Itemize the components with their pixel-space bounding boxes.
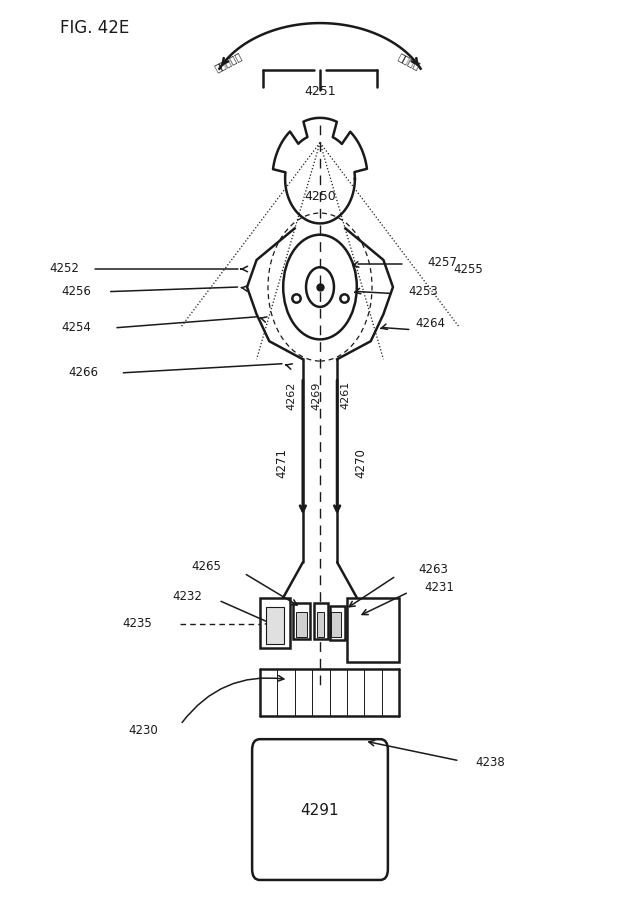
Bar	[314, 603, 328, 639]
Text: 反時計回り: 反時計回り	[212, 50, 243, 73]
Text: 4235: 4235	[122, 617, 152, 630]
Text: 4256: 4256	[61, 285, 92, 298]
Bar	[296, 612, 307, 637]
Bar	[293, 603, 310, 639]
Text: 4265: 4265	[192, 560, 221, 573]
Text: FIG. 42E: FIG. 42E	[60, 19, 129, 37]
Text: 4291: 4291	[301, 803, 339, 818]
Text: 時計回り: 時計回り	[396, 52, 422, 72]
Text: 4253: 4253	[409, 285, 438, 298]
Text: 4269: 4269	[312, 381, 322, 410]
Text: 4254: 4254	[61, 321, 92, 334]
Bar	[260, 598, 290, 648]
Text: 4251: 4251	[304, 84, 336, 98]
Bar	[347, 598, 399, 662]
Text: 4238: 4238	[476, 756, 505, 769]
Text: 4257: 4257	[428, 256, 458, 269]
Text: 4266: 4266	[68, 366, 98, 380]
Text: 4252: 4252	[49, 262, 79, 275]
Text: 4230: 4230	[129, 724, 158, 736]
Text: 4250: 4250	[304, 191, 336, 203]
Bar	[332, 612, 341, 637]
Text: 4261: 4261	[340, 381, 350, 410]
Bar	[317, 612, 324, 637]
Text: 4232: 4232	[173, 590, 203, 603]
Bar	[266, 607, 284, 644]
Bar	[330, 606, 345, 640]
Text: 4270: 4270	[355, 448, 368, 478]
Text: 4255: 4255	[453, 263, 483, 276]
Text: 4271: 4271	[275, 448, 289, 478]
FancyBboxPatch shape	[252, 739, 388, 880]
Text: 4231: 4231	[425, 581, 454, 594]
Text: 4263: 4263	[419, 563, 448, 576]
Text: 4262: 4262	[287, 381, 296, 410]
Text: 4264: 4264	[415, 317, 445, 330]
